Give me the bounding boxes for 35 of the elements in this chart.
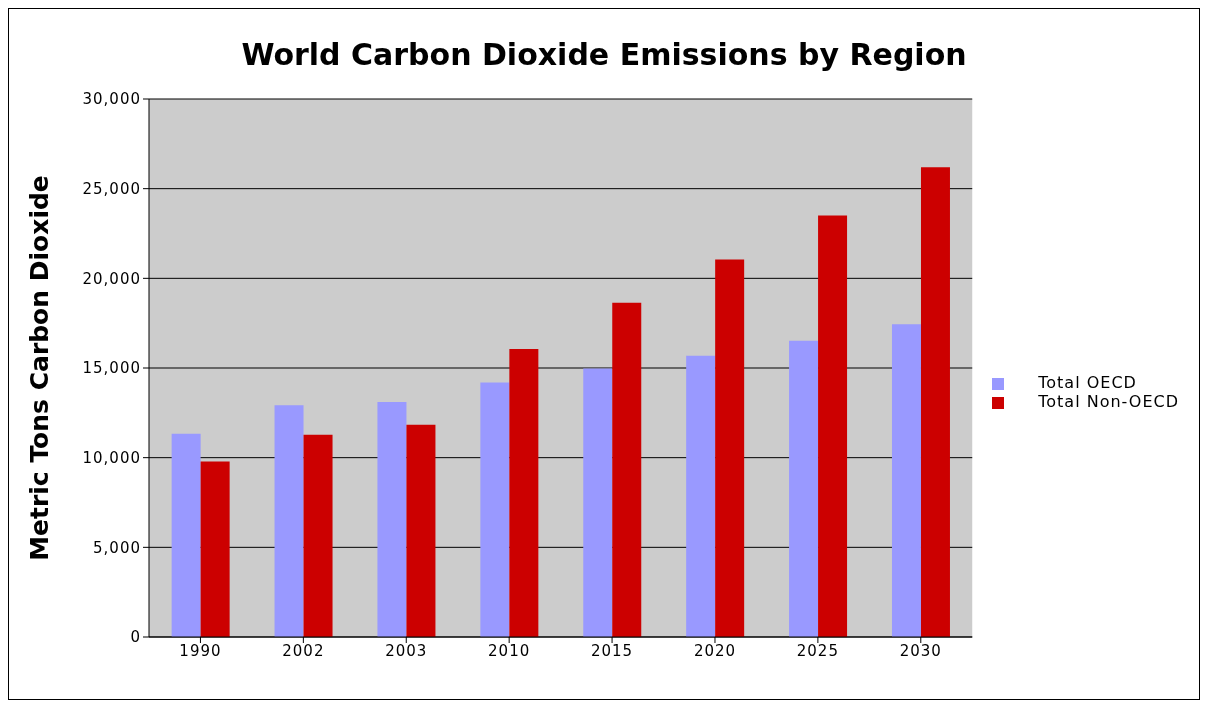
bar — [406, 424, 436, 637]
bar — [509, 348, 539, 637]
bar — [480, 382, 510, 637]
bar — [715, 259, 745, 637]
chart-title: World Carbon Dioxide Emissions by Region — [240, 37, 968, 74]
bar — [818, 215, 848, 637]
y-tick-label: 10,000 — [82, 448, 141, 467]
bar — [583, 368, 613, 637]
y-tick-label: 25,000 — [82, 179, 141, 198]
x-tick-label: 2030 — [899, 641, 942, 660]
y-tick-label: 5,000 — [93, 538, 141, 557]
x-tick-label: 2025 — [796, 641, 839, 660]
bar — [920, 167, 950, 637]
bar — [171, 433, 201, 637]
bar — [612, 302, 642, 637]
y-tick-label: 15,000 — [82, 359, 141, 378]
bar — [303, 434, 333, 637]
bar — [274, 405, 304, 637]
legend-label: Total Non-OECD — [1038, 392, 1179, 411]
legend-label: Total OECD — [1038, 373, 1137, 392]
y-tick-label: 20,000 — [82, 269, 141, 288]
x-tick-label: 2020 — [693, 641, 737, 660]
x-tick-label: 2015 — [590, 641, 634, 660]
y-tick-label: 30,000 — [82, 90, 141, 109]
bar — [789, 340, 819, 637]
x-tick-label: 2003 — [385, 641, 428, 660]
x-tick-label: 2002 — [282, 641, 325, 660]
x-tick-label: 1990 — [179, 641, 222, 660]
y-axis-title: Metric Tons Carbon Dioxide — [24, 175, 54, 561]
bar — [686, 355, 716, 637]
y-tick-label: 0 — [130, 628, 141, 647]
x-tick-label: 2010 — [488, 641, 531, 660]
bar — [377, 401, 407, 637]
bar — [200, 461, 230, 637]
bar — [891, 324, 921, 637]
